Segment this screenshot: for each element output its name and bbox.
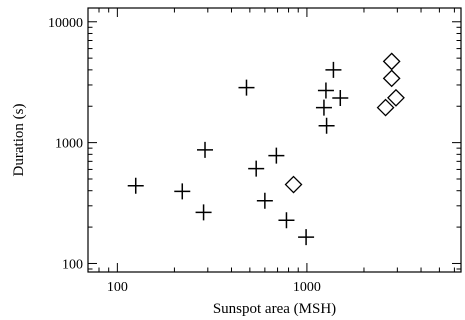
plus-marker — [195, 204, 212, 221]
y-tick-label: 100 — [62, 257, 83, 272]
diamond-marker — [376, 98, 395, 117]
axis-tick-labels: 100 1000 100 1000 10000 — [48, 16, 321, 295]
data-markers — [127, 52, 405, 246]
plot-frame — [87, 7, 462, 273]
plus-marker — [317, 82, 334, 99]
x-tick-label: 100 — [107, 280, 128, 295]
plus-marker — [318, 117, 335, 134]
y-tick-label: 1000 — [55, 137, 83, 152]
diamond-marker — [382, 52, 401, 71]
plus-marker — [332, 90, 349, 106]
x-tick-label: 1000 — [293, 280, 321, 295]
diamond-marker — [387, 88, 405, 107]
diamond-marker — [284, 175, 303, 194]
plus-marker — [127, 177, 144, 194]
plus-marker — [256, 192, 273, 209]
plus-marker — [298, 229, 315, 246]
plus-marker — [174, 183, 191, 200]
plus-marker — [268, 147, 285, 164]
diamond-marker — [382, 69, 401, 88]
plus-marker — [238, 79, 255, 96]
axis-ticks — [87, 8, 461, 272]
y-axis-title: Duration (s) — [11, 104, 27, 177]
plus-marker — [248, 160, 265, 177]
plus-marker — [197, 141, 214, 158]
plus-marker — [315, 99, 332, 116]
plus-marker — [278, 212, 295, 229]
y-tick-label: 10000 — [48, 16, 83, 31]
plus-marker — [325, 61, 342, 78]
x-axis-title: Sunspot area (MSH) — [213, 301, 336, 317]
